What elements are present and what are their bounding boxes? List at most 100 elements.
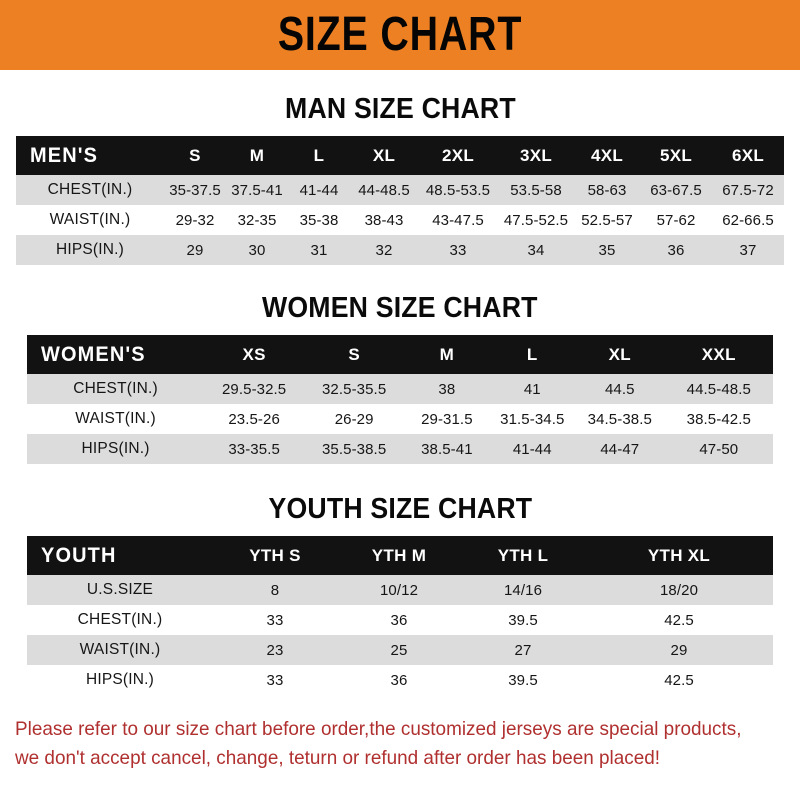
youth-size-table: YOUTH YTH S YTH M YTH L YTH XL U.S.SIZE …	[27, 536, 773, 695]
women-cell-2-0: 33-35.5	[204, 434, 305, 464]
man-cell-2-1: 30	[226, 235, 288, 265]
youth-col-2: YTH L	[497, 545, 549, 565]
women-cell-1-1: 26-29	[304, 404, 405, 434]
man-header-label: MEN'S	[30, 143, 99, 167]
man-cell-0-3: 44-48.5	[350, 175, 418, 205]
women-section-title: WOMEN SIZE CHART	[0, 293, 800, 323]
women-col-5: XXL	[701, 344, 736, 364]
man-cell-1-8: 62-66.5	[712, 205, 784, 235]
man-cell-2-4: 33	[418, 235, 498, 265]
women-cell-1-5: 38.5-42.5	[664, 404, 773, 434]
man-col-0: S	[189, 145, 201, 165]
women-header-row: WOMEN'S XS S M L XL XXL	[27, 335, 773, 374]
women-size-table: WOMEN'S XS S M L XL XXL CHEST(IN.) 29.5-…	[27, 335, 773, 464]
man-cell-0-4: 48.5-53.5	[418, 175, 498, 205]
women-col-1: S	[348, 344, 360, 364]
man-cell-1-1: 32-35	[226, 205, 288, 235]
man-col-6: 4XL	[590, 145, 624, 165]
women-cell-0-5: 44.5-48.5	[664, 374, 773, 404]
table-row: HIPS(IN.) 33-35.5 35.5-38.5 38.5-41 41-4…	[27, 434, 773, 464]
man-cell-2-6: 35	[574, 235, 640, 265]
women-section-title-text: WOMEN SIZE CHART	[262, 292, 538, 324]
man-cell-0-6: 58-63	[574, 175, 640, 205]
women-cell-0-1: 32.5-35.5	[304, 374, 405, 404]
youth-row-3-label: HIPS(IN.)	[27, 665, 213, 695]
man-col-3: XL	[372, 145, 396, 165]
youth-cell-1-3: 42.5	[585, 605, 773, 635]
man-col-2: L	[313, 145, 325, 165]
man-cell-2-7: 36	[640, 235, 712, 265]
man-cell-1-2: 35-38	[288, 205, 350, 235]
man-section-title: MAN SIZE CHART	[0, 94, 800, 124]
women-cell-0-4: 44.5	[574, 374, 665, 404]
women-cell-0-2: 38	[404, 374, 490, 404]
man-col-8: 6XL	[731, 145, 765, 165]
youth-cell-2-0: 23	[213, 635, 337, 665]
youth-header-row: YOUTH YTH S YTH M YTH L YTH XL	[27, 536, 773, 575]
man-cell-2-0: 29	[164, 235, 226, 265]
youth-cell-3-3: 42.5	[585, 665, 773, 695]
man-section-title-text: MAN SIZE CHART	[284, 93, 516, 125]
women-col-2: M	[439, 344, 455, 364]
table-row: CHEST(IN.) 29.5-32.5 32.5-35.5 38 41 44.…	[27, 374, 773, 404]
table-row: HIPS(IN.) 33 36 39.5 42.5	[27, 665, 773, 695]
youth-cell-2-1: 25	[337, 635, 461, 665]
youth-row-2-label: WAIST(IN.)	[27, 635, 213, 665]
man-cell-0-8: 67.5-72	[712, 175, 784, 205]
man-col-7: 5XL	[659, 145, 693, 165]
youth-cell-2-2: 27	[461, 635, 585, 665]
women-col-0: XS	[242, 344, 266, 364]
man-cell-2-2: 31	[288, 235, 350, 265]
youth-cell-3-2: 39.5	[461, 665, 585, 695]
man-cell-1-6: 52.5-57	[574, 205, 640, 235]
women-col-4: XL	[608, 344, 631, 364]
man-cell-1-4: 43-47.5	[418, 205, 498, 235]
women-cell-2-1: 35.5-38.5	[304, 434, 405, 464]
youth-row-0-label: U.S.SIZE	[27, 575, 213, 605]
man-cell-2-5: 34	[498, 235, 574, 265]
youth-cell-3-1: 36	[337, 665, 461, 695]
women-row-0-label: CHEST(IN.)	[27, 374, 205, 404]
women-cell-1-3: 31.5-34.5	[489, 404, 575, 434]
man-cell-2-3: 32	[350, 235, 418, 265]
youth-col-0: YTH S	[249, 545, 301, 565]
order-policy-line-2: we don't accept cancel, change, teturn o…	[15, 747, 661, 769]
table-row: WAIST(IN.) 29-32 32-35 35-38 38-43 43-47…	[16, 205, 784, 235]
youth-section-title: YOUTH SIZE CHART	[0, 494, 800, 524]
man-cell-1-0: 29-32	[164, 205, 226, 235]
youth-row-1-label: CHEST(IN.)	[27, 605, 213, 635]
man-cell-2-8: 37	[712, 235, 784, 265]
man-row-2-label: HIPS(IN.)	[16, 235, 164, 265]
man-cell-0-5: 53.5-58	[498, 175, 574, 205]
youth-col-3: YTH XL	[647, 545, 711, 565]
youth-cell-1-0: 33	[213, 605, 337, 635]
women-cell-1-4: 34.5-38.5	[574, 404, 665, 434]
man-cell-1-7: 57-62	[640, 205, 712, 235]
man-cell-0-1: 37.5-41	[226, 175, 288, 205]
youth-col-1: YTH M	[371, 545, 427, 565]
table-row: CHEST(IN.) 33 36 39.5 42.5	[27, 605, 773, 635]
page-banner: SIZE CHART	[0, 0, 800, 70]
man-cell-0-7: 63-67.5	[640, 175, 712, 205]
table-row: WAIST(IN.) 23 25 27 29	[27, 635, 773, 665]
order-policy-note: Please refer to our size chart before or…	[15, 715, 785, 773]
youth-cell-3-0: 33	[213, 665, 337, 695]
man-row-0-label: CHEST(IN.)	[16, 175, 164, 205]
youth-cell-0-0: 8	[213, 575, 337, 605]
man-col-5: 3XL	[519, 145, 553, 165]
women-cell-0-3: 41	[489, 374, 575, 404]
man-cell-1-3: 38-43	[350, 205, 418, 235]
man-header-row: MEN'S S M L XL 2XL 3XL 4XL 5XL 6XL	[16, 136, 784, 175]
youth-cell-0-2: 14/16	[461, 575, 585, 605]
man-col-1: M	[249, 145, 265, 165]
man-size-table: MEN'S S M L XL 2XL 3XL 4XL 5XL 6XL CHEST…	[16, 136, 784, 265]
page-title: SIZE CHART	[277, 8, 523, 61]
women-cell-2-4: 44-47	[574, 434, 665, 464]
man-row-1-label: WAIST(IN.)	[16, 205, 164, 235]
order-policy-line-1: Please refer to our size chart before or…	[15, 718, 742, 740]
youth-header-label: YOUTH	[41, 543, 117, 567]
women-header-label: WOMEN'S	[41, 342, 146, 366]
women-cell-2-5: 47-50	[664, 434, 773, 464]
table-row: U.S.SIZE 8 10/12 14/16 18/20	[27, 575, 773, 605]
